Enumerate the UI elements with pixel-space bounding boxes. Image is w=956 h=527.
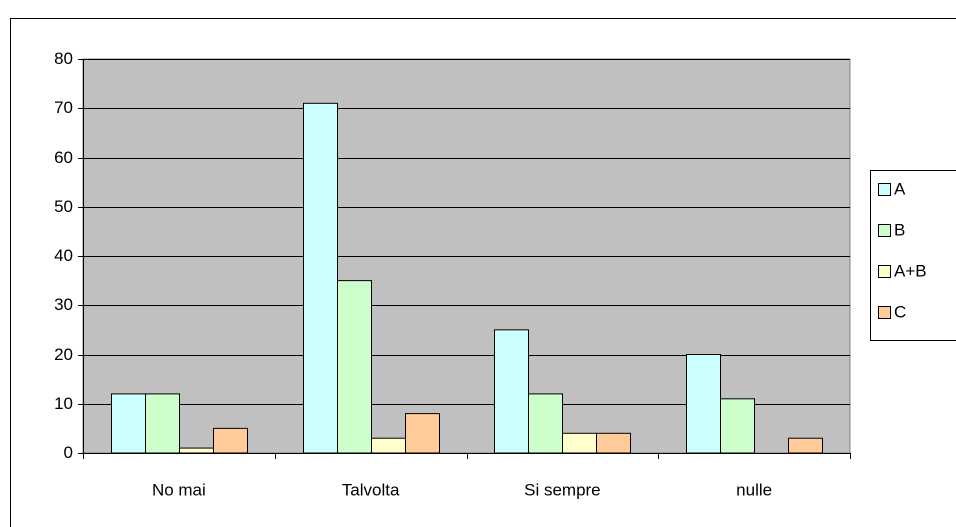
bar xyxy=(494,329,529,454)
x-tick-label: Talvolta xyxy=(342,480,400,499)
x-tick-label: nulle xyxy=(736,480,772,499)
legend-swatch xyxy=(878,183,891,196)
bar xyxy=(686,354,721,454)
bar xyxy=(405,413,440,454)
bar xyxy=(788,437,823,454)
bar xyxy=(303,102,338,454)
bar xyxy=(528,393,563,454)
legend-swatch xyxy=(878,224,891,237)
bar xyxy=(337,280,372,454)
y-tick-label: 30 xyxy=(54,295,73,314)
y-tick-label: 40 xyxy=(54,246,73,265)
x-tick-label: No mai xyxy=(152,480,206,499)
bar xyxy=(213,427,248,454)
legend-label: A xyxy=(894,179,906,198)
bar xyxy=(111,393,146,454)
legend-label: C xyxy=(894,302,906,321)
y-tick-label: 50 xyxy=(54,197,73,216)
bar xyxy=(179,447,214,454)
y-tick-label: 80 xyxy=(54,49,73,68)
legend-label: B xyxy=(894,220,905,239)
bar xyxy=(145,393,180,454)
legend-swatch xyxy=(878,265,891,278)
legend-swatch xyxy=(878,306,891,319)
y-tick-label: 60 xyxy=(54,148,73,167)
bar xyxy=(371,437,406,454)
x-tick-label: Si sempre xyxy=(524,480,601,499)
y-tick-label: 20 xyxy=(54,345,73,364)
y-tick-label: 70 xyxy=(54,98,73,117)
legend-label: A+B xyxy=(894,261,927,280)
bar xyxy=(720,398,755,454)
y-tick-label: 0 xyxy=(64,443,73,462)
bar xyxy=(562,432,597,454)
bar xyxy=(596,432,631,454)
y-tick-label: 10 xyxy=(54,394,73,413)
